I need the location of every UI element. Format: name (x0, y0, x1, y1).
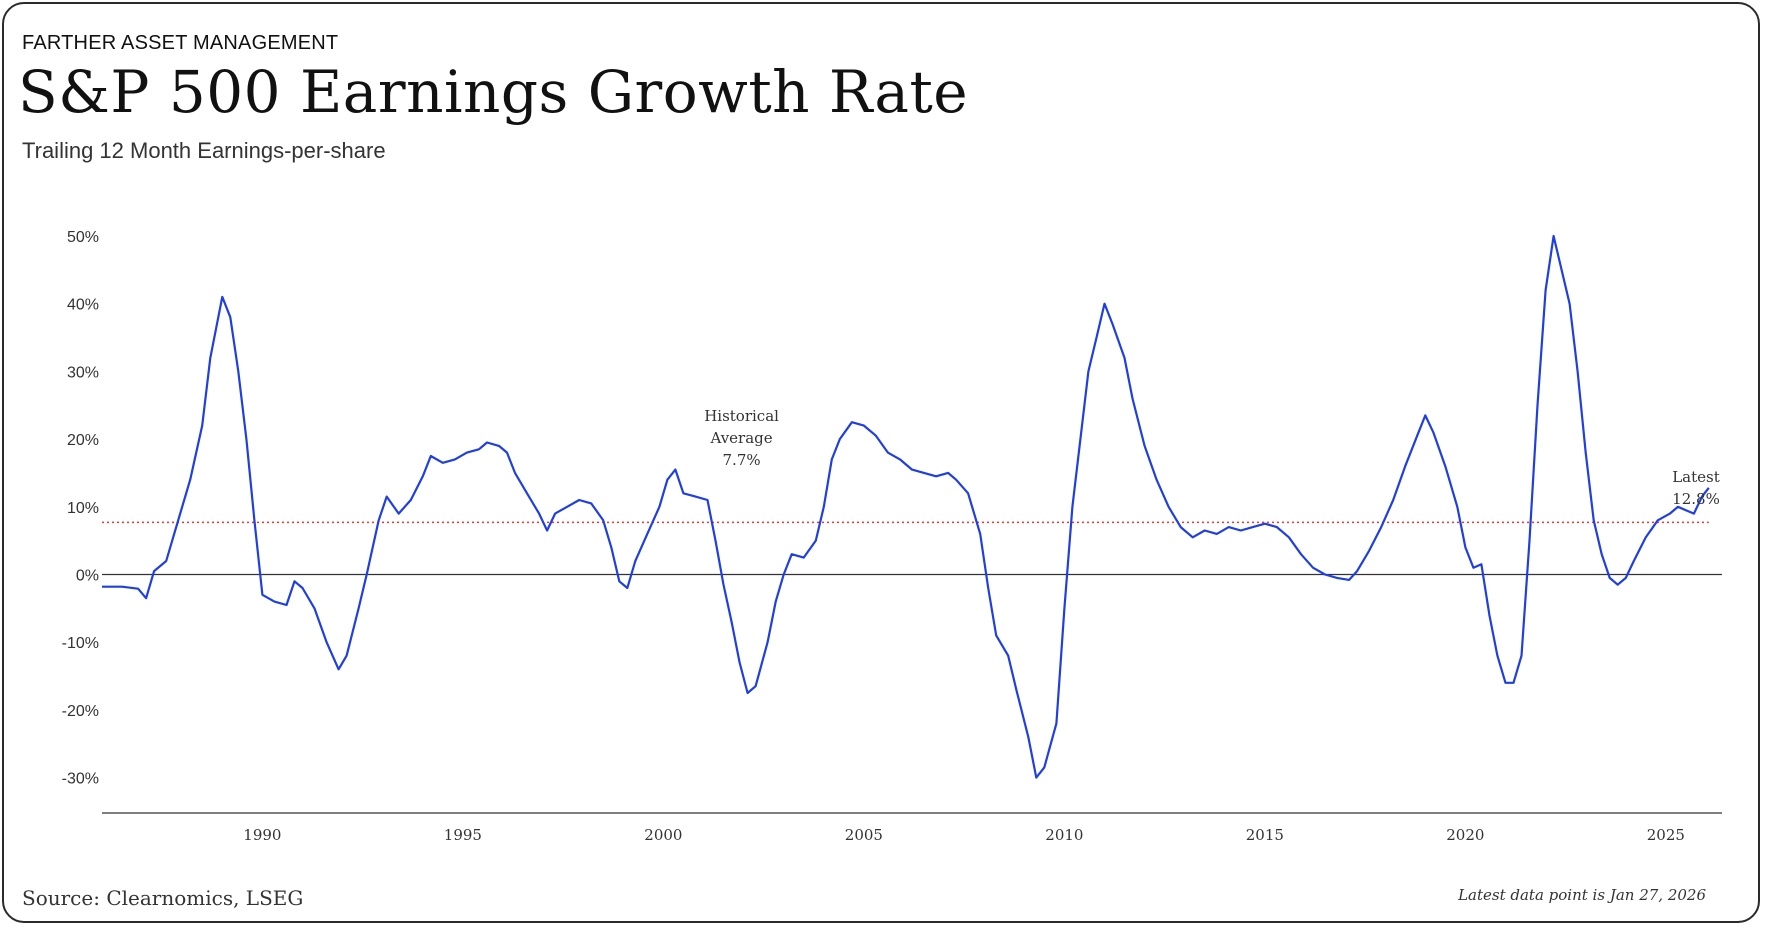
chart-subtitle: Trailing 12 Month Earnings-per-share (22, 138, 386, 163)
y-tick-label: 50% (67, 229, 99, 246)
y-tick-label: 30% (67, 364, 99, 381)
source-note: Source: Clearnomics, LSEG (22, 886, 304, 910)
latest-annotation-label: Latest (1672, 468, 1720, 486)
x-tick-label: 2015 (1246, 826, 1284, 844)
x-tick-label: 1990 (243, 826, 281, 844)
average-annotation-line1: Historical (704, 407, 779, 425)
average-annotation-line2: Average (709, 429, 772, 447)
x-tick-label: 2005 (845, 826, 883, 844)
y-tick-label: 10% (67, 500, 99, 517)
chart-title: S&P 500 Earnings Growth Rate (18, 58, 969, 126)
latest-annotation-value: 12.8% (1672, 490, 1720, 508)
x-tick-label: 1995 (444, 826, 482, 844)
x-axis: 1990 1995 2000 2005 2010 2015 2020 2025 (243, 826, 1685, 844)
y-tick-label: -10% (62, 635, 99, 652)
x-tick-label: 2025 (1647, 826, 1685, 844)
x-tick-label: 2020 (1446, 826, 1484, 844)
x-tick-label: 2010 (1045, 826, 1083, 844)
y-tick-label: 40% (67, 297, 99, 314)
earnings-growth-line (102, 234, 1710, 779)
average-annotation-value: 7.7% (723, 451, 761, 469)
y-tick-label: -20% (62, 703, 99, 720)
y-tick-label: -30% (62, 771, 99, 788)
y-axis: 50% 40% 30% 20% 10% 0% -10% -20% -30% (62, 229, 99, 788)
x-tick-label: 2000 (644, 826, 682, 844)
latest-data-note: Latest data point is Jan 27, 2026 (1458, 886, 1706, 904)
y-tick-label: 20% (67, 432, 99, 449)
company-name: FARTHER ASSET MANAGEMENT (22, 32, 339, 54)
y-tick-label: 0% (76, 568, 99, 585)
